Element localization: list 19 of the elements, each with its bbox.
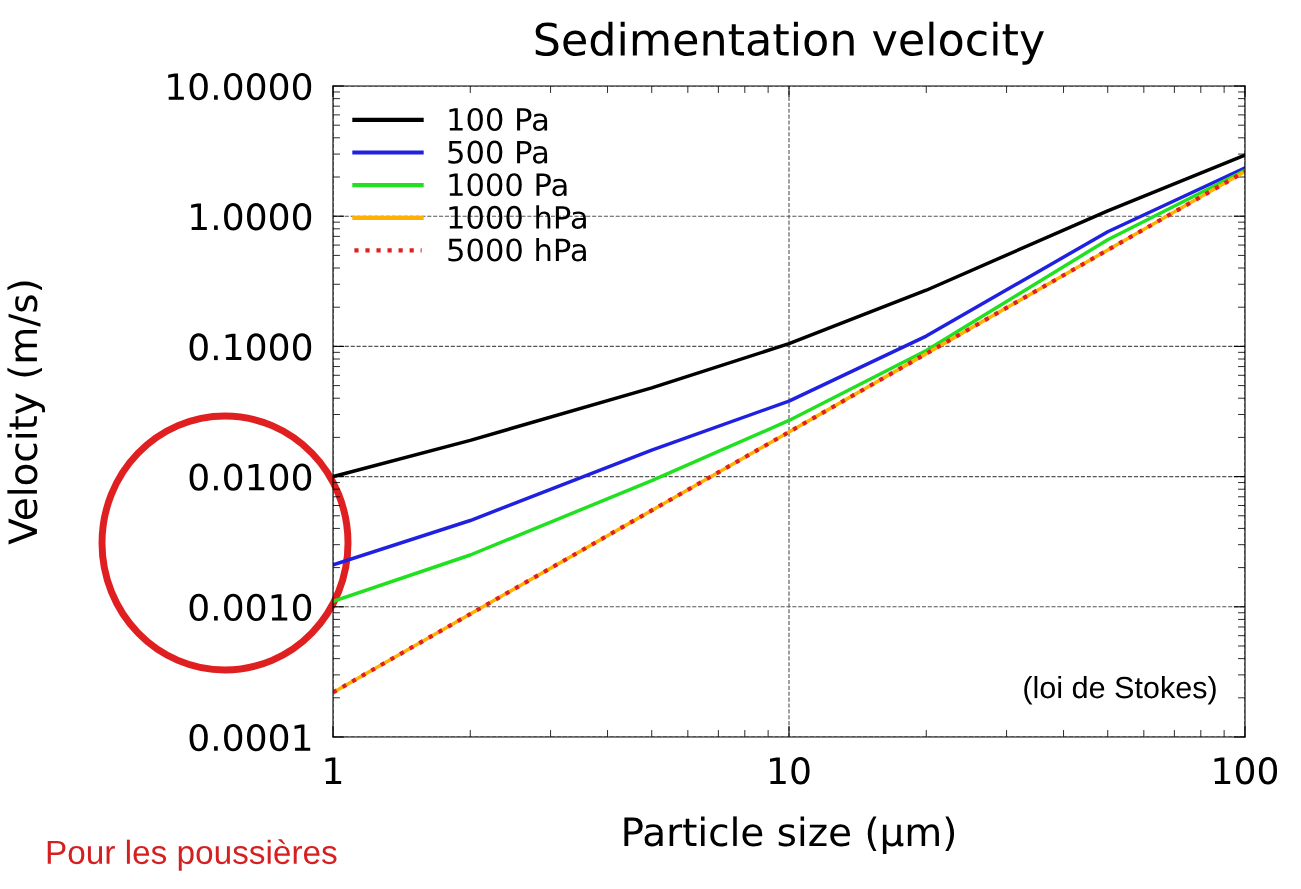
- legend-label: 1000 Pa: [449, 173, 567, 197]
- y-tick-label: 0.0010: [189, 593, 312, 622]
- y-tick-label: 10.0000: [168, 72, 312, 101]
- y-axis-title: Velocity (m/s): [7, 281, 45, 545]
- legend-label: 500 Pa: [448, 140, 548, 164]
- legend-label: 1000 hPa: [449, 205, 586, 229]
- annotation: (loi de Stokes): [1024, 675, 1216, 705]
- legend-label: 100 Pa: [449, 107, 548, 132]
- text: Pour les poussières: [47, 839, 337, 871]
- x-tick-label: 1: [325, 757, 342, 784]
- y-tick-label: 1.0000: [191, 203, 312, 231]
- legend-label: 5000 hPa: [448, 237, 586, 262]
- y-tick-label: 0.0001: [189, 723, 311, 752]
- y-tick-label: 0.1000: [189, 333, 312, 361]
- x-axis-title: Particle size (μm): [624, 816, 955, 855]
- y-tick-label: 0.0100: [189, 463, 312, 491]
- chart-title: Sedimentation velocity: [535, 21, 1044, 65]
- x-tick-label: 10: [769, 757, 810, 785]
- x-tick-label: 100: [1214, 757, 1278, 785]
